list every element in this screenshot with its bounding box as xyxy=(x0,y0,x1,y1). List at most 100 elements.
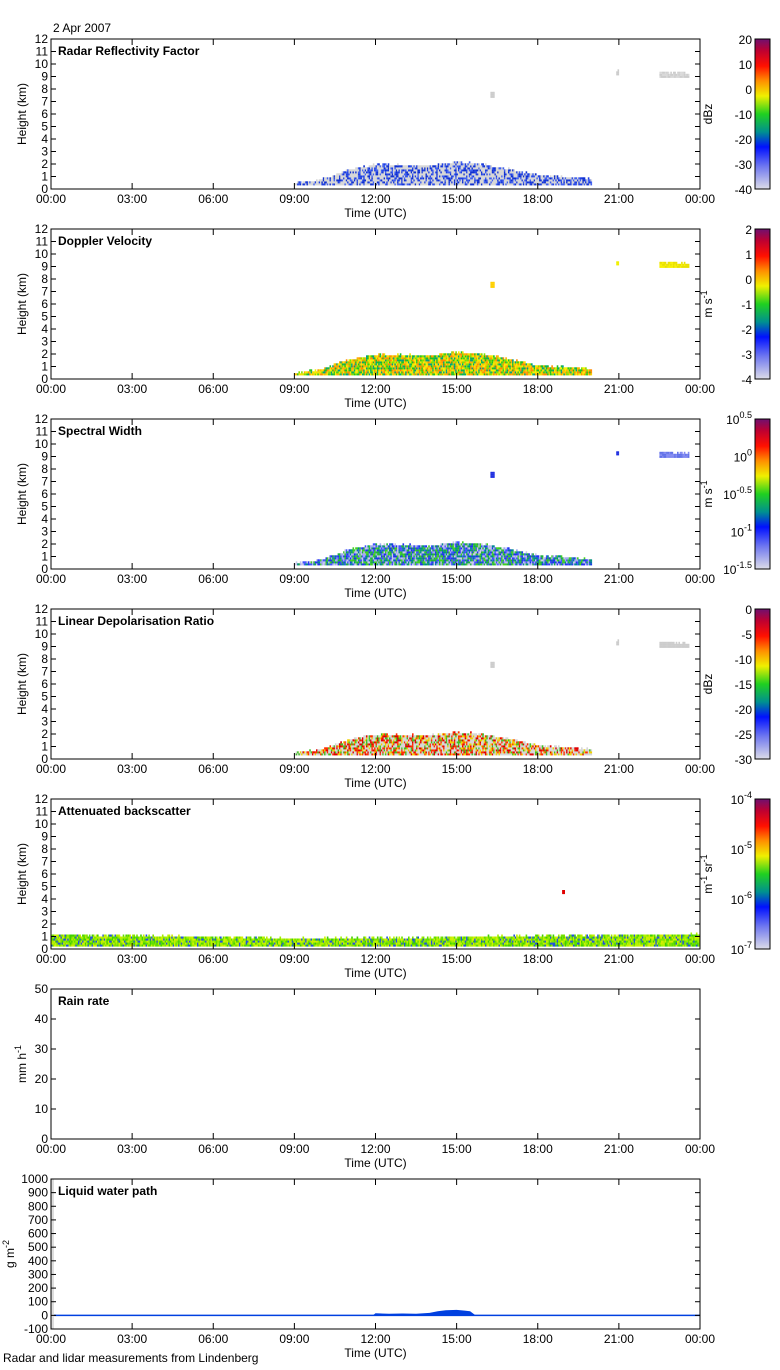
data-cell xyxy=(402,355,405,358)
data-cell xyxy=(470,373,472,376)
data-cell xyxy=(430,371,433,374)
data-cell xyxy=(403,357,406,360)
data-cell xyxy=(470,175,472,178)
data-cell xyxy=(337,561,340,564)
data-cell xyxy=(462,183,464,186)
data-cell xyxy=(436,357,438,360)
data-cell xyxy=(420,371,422,374)
data-cell xyxy=(662,71,664,74)
data-cell xyxy=(448,163,451,166)
data-cell xyxy=(372,561,375,564)
data-cell xyxy=(459,353,461,356)
data-cell xyxy=(490,549,492,552)
data-cell xyxy=(424,373,426,376)
data-cell xyxy=(428,373,430,376)
data-cell xyxy=(340,177,342,180)
data-cell xyxy=(349,549,352,552)
data-cell xyxy=(490,173,492,176)
data-cell xyxy=(493,355,495,358)
data-cell xyxy=(321,563,323,566)
data-cell xyxy=(333,183,336,186)
data-cell xyxy=(399,363,402,366)
data-cell xyxy=(414,367,417,370)
data-cell xyxy=(412,563,414,566)
data-cell xyxy=(562,373,564,376)
data-cell xyxy=(306,561,309,564)
data-cell xyxy=(391,543,394,546)
data-cell xyxy=(512,369,514,372)
data-cell xyxy=(420,361,422,364)
data-cell xyxy=(418,551,421,554)
data-cell xyxy=(379,547,382,550)
data-cell xyxy=(583,181,586,184)
data-cell xyxy=(371,171,373,174)
data-cell xyxy=(499,177,502,180)
data-cell xyxy=(395,179,398,182)
data-cell xyxy=(383,177,386,180)
data-cell xyxy=(474,557,476,560)
data-cell xyxy=(306,183,309,186)
data-cell xyxy=(498,179,501,182)
data-cell xyxy=(499,561,502,564)
data-cell xyxy=(305,563,307,566)
data-cell xyxy=(505,183,507,186)
data-cell xyxy=(497,171,499,174)
data-cell xyxy=(393,165,395,168)
data-cell xyxy=(501,171,503,174)
data-cell xyxy=(433,169,436,172)
data-cell xyxy=(416,363,418,366)
data-cell xyxy=(491,173,494,176)
data-cell xyxy=(436,371,438,374)
data-cell xyxy=(359,555,361,558)
data-cell xyxy=(418,559,421,562)
data-cell xyxy=(485,367,487,370)
data-cell xyxy=(472,171,475,174)
data-cell xyxy=(479,367,482,370)
data-cell xyxy=(320,563,322,566)
data-cell xyxy=(497,559,499,562)
data-cell xyxy=(543,177,545,180)
data-cell xyxy=(386,551,388,554)
data-cell xyxy=(449,359,452,362)
data-cell xyxy=(482,561,484,564)
data-cell xyxy=(316,183,318,186)
data-cell xyxy=(422,557,425,560)
data-cell xyxy=(325,183,328,186)
data-cell xyxy=(499,173,502,176)
data-cell xyxy=(663,75,666,78)
data-cell xyxy=(481,545,483,548)
footer-caption: Radar and lidar measurements from Linden… xyxy=(3,1351,258,1365)
data-cell xyxy=(545,175,548,178)
data-cell xyxy=(517,373,520,376)
data-cell xyxy=(425,549,428,552)
data-cell xyxy=(393,365,395,368)
data-cell xyxy=(367,365,369,368)
data-cell xyxy=(367,559,369,562)
data-cell xyxy=(449,559,452,562)
data-cell xyxy=(451,177,453,180)
data-cell xyxy=(522,181,525,184)
data-cell xyxy=(455,553,457,556)
data-cell xyxy=(320,181,322,184)
data-cell xyxy=(403,365,406,368)
data-cell xyxy=(410,361,413,364)
data-cell xyxy=(499,549,502,552)
data-cell xyxy=(506,559,509,562)
data-cell xyxy=(559,369,561,372)
data-cell xyxy=(483,545,486,548)
data-cell xyxy=(385,177,387,180)
data-cell xyxy=(467,549,469,552)
data-cell xyxy=(474,363,476,366)
data-cell xyxy=(433,359,436,362)
data-cell xyxy=(426,561,429,564)
data-cell xyxy=(485,171,487,174)
data-cell xyxy=(514,373,517,376)
data-cell xyxy=(483,561,486,564)
data-cell xyxy=(339,363,341,366)
data-cell xyxy=(495,363,498,366)
data-cell xyxy=(325,371,328,374)
data-cell xyxy=(421,559,424,562)
data-cell xyxy=(485,561,487,564)
data-cell xyxy=(408,181,410,184)
data-cell xyxy=(440,545,442,548)
